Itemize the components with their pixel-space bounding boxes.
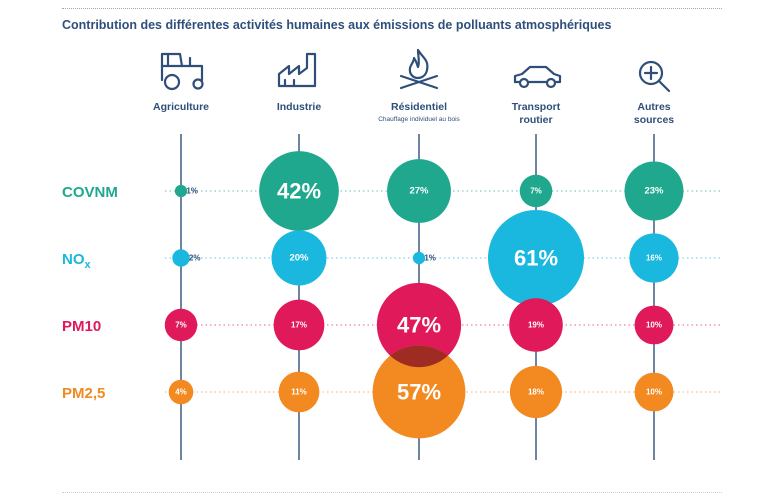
value-label: 57% (397, 380, 441, 405)
bottom-divider (62, 492, 722, 493)
col-label-transport: Transport routier (512, 101, 561, 126)
bubble (376, 282, 462, 368)
value-label: 4% (175, 388, 187, 397)
bubble (372, 345, 466, 439)
bubble (488, 210, 584, 306)
bubbles (164, 151, 684, 439)
bubble (168, 379, 194, 405)
bubble (624, 161, 684, 221)
column-headers: Agriculture Industrie Résidentiel Chauff… (153, 101, 674, 126)
magnifier-plus-icon (638, 60, 671, 93)
bubble (172, 249, 190, 267)
bubble (271, 230, 327, 286)
bubble (259, 151, 339, 231)
col-label-industrie: Industrie (277, 101, 321, 113)
value-label: 42% (277, 179, 321, 204)
value-label: 11% (291, 388, 307, 397)
col-label-agriculture: Agriculture (153, 101, 209, 113)
bubble (634, 372, 674, 412)
value-label: 7% (175, 321, 187, 330)
row-labels: COVNM NOx PM10 PM2,5 (62, 184, 118, 402)
value-label: 2% (189, 254, 201, 263)
value-labels: 1% 42% 27% 7% 23% 2% 20% 1% 61% 16% 7% 17% 47% 19% 10%… (175, 179, 664, 405)
row-label-nox: NOx (62, 251, 92, 271)
wood-fire-icon (399, 48, 439, 90)
value-label: 10% (646, 388, 662, 397)
col-label-residentiel: Résidentiel (391, 101, 447, 113)
bubble (509, 365, 563, 419)
bubble (164, 308, 198, 342)
row-label-pm25: PM2,5 (62, 385, 105, 402)
bubble (629, 233, 679, 283)
value-label: 17% (291, 321, 307, 330)
bubble (509, 298, 563, 352)
tractor-icon (160, 52, 204, 91)
value-label: 1% (424, 254, 436, 263)
value-label: 27% (409, 186, 429, 197)
row-label-pm10: PM10 (62, 318, 101, 335)
col-label-autres: Autres sources (634, 101, 674, 126)
row-label-covnm: COVNM (62, 184, 118, 201)
value-label: 19% (528, 321, 544, 330)
bubble (278, 371, 320, 413)
top-divider (62, 8, 722, 9)
value-label: 23% (644, 186, 664, 197)
value-label: 47% (397, 313, 441, 338)
bubble (174, 184, 188, 198)
value-label: 1% (186, 187, 198, 196)
value-label: 18% (528, 388, 544, 397)
value-label: 10% (646, 321, 662, 330)
value-label: 61% (514, 246, 558, 271)
bubble (519, 174, 553, 208)
bubble (273, 299, 325, 351)
car-icon (513, 65, 562, 89)
factory-icon (277, 52, 317, 88)
value-label: 20% (289, 253, 309, 264)
col-sublabel-residentiel: Chauffage individuel au bois (378, 116, 460, 123)
chart-title: Contribution des différentes activités h… (62, 18, 612, 32)
value-label: 16% (646, 254, 662, 263)
bubble (634, 305, 674, 345)
bubble (387, 159, 451, 223)
bubble (412, 251, 426, 265)
value-label: 7% (530, 187, 542, 196)
